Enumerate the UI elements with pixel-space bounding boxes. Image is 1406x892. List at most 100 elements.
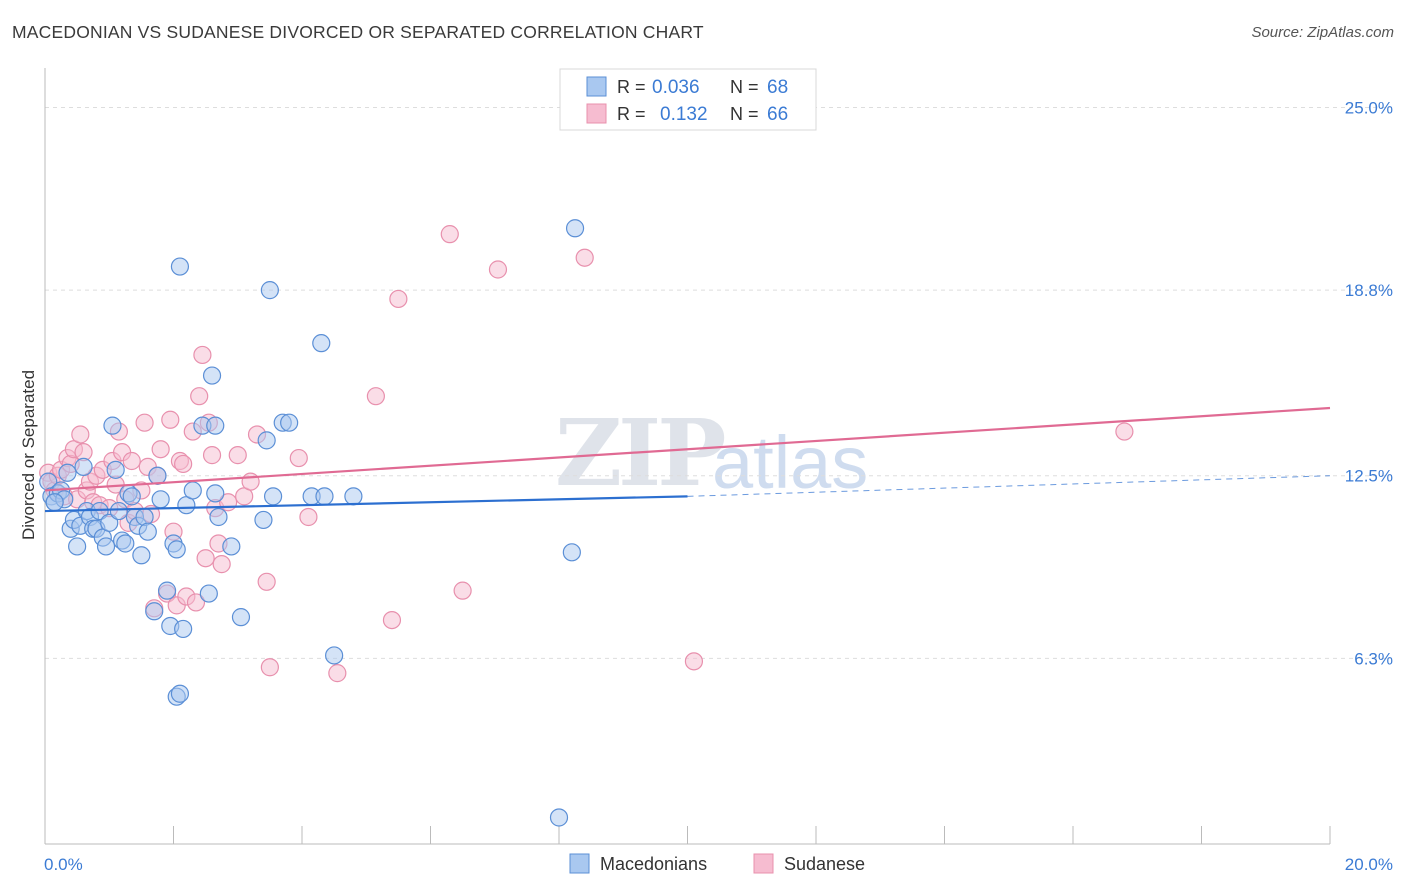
legend-swatch-macedonians — [586, 76, 607, 97]
macedonian-point — [325, 646, 344, 665]
chart-title: MACEDONIAN VS SUDANESE DIVORCED OR SEPAR… — [12, 22, 704, 42]
sudanese-point — [202, 446, 222, 465]
macedonian-point — [74, 457, 93, 476]
macedonian-point — [565, 219, 585, 238]
legend-swatch-sudanese — [753, 853, 774, 874]
sudanese-point — [488, 260, 508, 279]
sudanese-point — [289, 448, 308, 468]
macedonian-point — [132, 546, 151, 565]
macedonian-point — [151, 490, 170, 509]
sudanese-point — [440, 225, 459, 244]
axes — [44, 68, 1331, 845]
watermark-atlas: atlas — [712, 421, 868, 504]
macedonian-point — [145, 602, 164, 621]
x-tick-label: 0.0% — [44, 855, 83, 874]
y-tick-label: 18.8% — [1345, 281, 1393, 300]
legend-n-value: 66 — [767, 104, 788, 125]
macedonian-point — [222, 537, 241, 556]
sudanese-point — [575, 248, 594, 267]
legend-label-macedonians: Macedonians — [600, 854, 707, 874]
stats-legend: R = 0.036 N = 68 R = 0.132 N = 66 — [559, 68, 817, 131]
sudanese-point — [212, 555, 231, 574]
macedonian-point — [103, 416, 122, 435]
x-tick-label: 20.0% — [1345, 855, 1393, 874]
y-tick-label: 12.5% — [1345, 467, 1393, 486]
legend-label-sudanese: Sudanese — [784, 854, 865, 874]
sudanese-point — [196, 549, 215, 568]
sudanese-point — [190, 387, 209, 406]
sudanese-point — [1115, 422, 1134, 441]
sudanese-point — [241, 472, 260, 491]
macedonian-point — [260, 281, 279, 300]
macedonian-point — [254, 510, 273, 530]
macedonian-point — [58, 463, 77, 482]
sudanese-point — [260, 658, 279, 677]
macedonian-point — [209, 507, 228, 527]
macedonian-point — [562, 543, 581, 562]
sudanese-point — [328, 664, 347, 683]
macedonian-point — [148, 466, 167, 485]
macedonian-point — [109, 501, 128, 521]
macedonian-point — [315, 487, 334, 506]
macedonian-trend-line — [44, 495, 688, 513]
y-tick-labels: 6.3% 12.5% 18.8% 25.0% — [1345, 98, 1393, 668]
macedonian-point — [106, 460, 125, 479]
macedonian-point — [206, 416, 225, 435]
sudanese-point — [193, 345, 212, 365]
macedonian-point — [45, 493, 64, 512]
sudanese-point — [71, 425, 90, 444]
legend-n-value: 68 — [767, 77, 788, 98]
legend-r-label: R = — [617, 77, 646, 97]
macedonian-point — [170, 257, 190, 276]
y-axis-label: Divorced or Separated — [19, 370, 38, 540]
sudanese-point — [161, 410, 180, 429]
y-tick-label: 6.3% — [1354, 649, 1393, 668]
grid-lines — [45, 106, 1392, 659]
sudanese-point — [382, 610, 402, 630]
legend-r-label: R = — [617, 104, 646, 124]
macedonian-point — [231, 608, 251, 627]
sudanese-point — [366, 387, 385, 406]
macedonian-point — [138, 522, 157, 541]
macedonian-point — [100, 513, 119, 532]
macedonian-trend-extension — [687, 475, 1331, 497]
macedonian-point — [96, 537, 116, 556]
sudanese-point — [228, 446, 247, 465]
sudanese-point — [174, 454, 193, 474]
source-label: Source: ZipAtlas.com — [1251, 24, 1394, 41]
macedonian-point — [280, 413, 299, 432]
macedonian-point — [206, 484, 225, 503]
sudanese-point — [389, 289, 408, 309]
series-legend: Macedonians Sudanese — [569, 853, 865, 874]
legend-r-value: 0.132 — [660, 104, 708, 125]
macedonian-point — [202, 366, 222, 385]
macedonian-point — [199, 584, 218, 603]
legend-swatch-macedonians — [569, 853, 590, 874]
macedonian-point — [157, 581, 177, 600]
macedonian-point — [135, 507, 154, 527]
sudanese-point — [684, 652, 704, 671]
macedonian-point — [549, 808, 569, 827]
macedonian-point — [312, 334, 331, 353]
sudanese-point — [299, 507, 318, 527]
sudanese-point — [257, 572, 276, 591]
sudanese-point — [135, 413, 154, 432]
macedonian-point — [170, 684, 190, 703]
sudanese-point — [122, 451, 141, 471]
macedonian-point — [167, 540, 186, 559]
trend-lines — [44, 406, 1331, 513]
sudanese-point — [186, 593, 206, 612]
macedonian-point — [263, 487, 283, 506]
macedonian-point — [174, 619, 193, 639]
sudanese-trend-line — [44, 406, 1331, 492]
sudanese-point — [453, 581, 472, 600]
macedonian-point — [257, 431, 276, 450]
legend-n-label: N = — [730, 77, 759, 97]
y-tick-label: 25.0% — [1345, 98, 1393, 117]
macedonian-point — [122, 487, 141, 506]
legend-swatch-sudanese — [586, 103, 607, 124]
macedonian-point — [68, 537, 87, 556]
macedonian-point — [116, 534, 135, 553]
x-tick-labels: 0.0% 20.0% — [44, 855, 1393, 874]
